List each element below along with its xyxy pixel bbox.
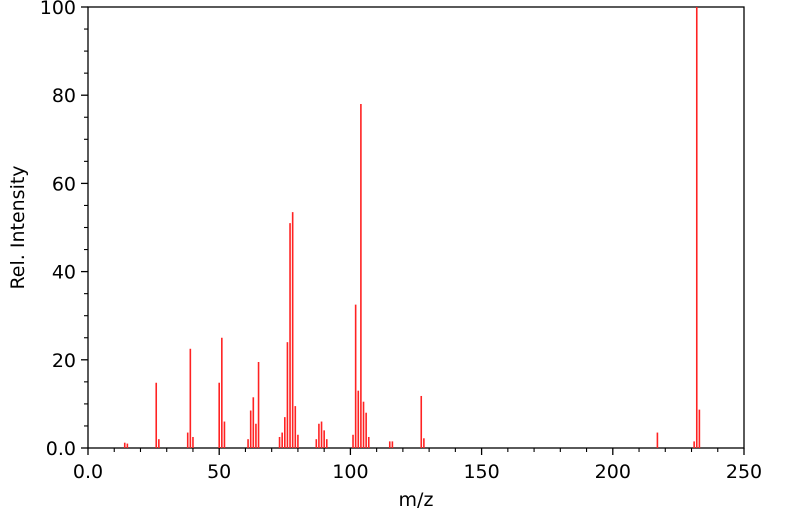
peak-series: [123, 7, 701, 448]
y-axis-title: Rel. Intensity: [7, 165, 29, 289]
y-tick-label: 100: [40, 0, 76, 19]
x-tick-label: 50: [207, 461, 231, 483]
x-axis-title: m/z: [399, 489, 434, 511]
y-tick-label: 20: [52, 350, 76, 372]
x-tick-label: 250: [726, 461, 762, 483]
y-tick-label: 0.0: [46, 438, 76, 460]
x-tick-label: 0.0: [73, 461, 103, 483]
x-tick-label: 150: [463, 461, 499, 483]
axes-group: [81, 6, 745, 455]
y-tick-label: 80: [52, 85, 76, 107]
plot-frame: [87, 6, 745, 449]
y-tick-label: 60: [52, 173, 76, 195]
y-tick-label: 40: [52, 262, 76, 284]
x-tick-label: 200: [595, 461, 631, 483]
axis-labels-group: 0.0 50 100 150 200 250 0.0 20 40 60 80 100 m/z Rel. I…: [7, 0, 762, 511]
x-tick-label: 100: [332, 461, 368, 483]
